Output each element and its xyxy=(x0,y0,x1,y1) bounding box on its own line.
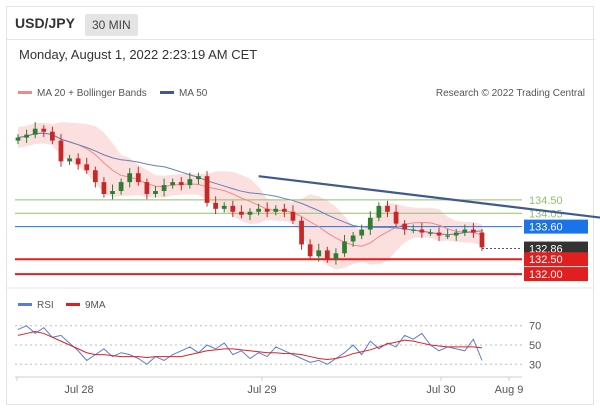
candle-body xyxy=(41,128,47,132)
candle-body xyxy=(445,235,450,237)
rsi-tick-label: 30 xyxy=(529,359,541,371)
candle-body xyxy=(282,208,287,212)
candle-body xyxy=(471,229,476,233)
candle-body xyxy=(58,140,64,162)
candle-body xyxy=(101,182,107,194)
candle-body xyxy=(196,176,201,180)
legend-swatch-ma50 xyxy=(160,91,174,94)
candle-body xyxy=(350,235,356,242)
candle-body xyxy=(221,205,227,209)
candle-body xyxy=(367,217,373,230)
candle-body xyxy=(256,208,261,212)
legend-label-ma50: MA 50 xyxy=(179,88,208,99)
legend-label-ma20: MA 20 + Bollinger Bands xyxy=(37,88,147,99)
legend-label-rsi: RSI xyxy=(37,300,54,311)
candle-body xyxy=(410,229,416,231)
level-tag-pivot xyxy=(524,219,588,234)
time-axis-label: Jul 29 xyxy=(247,384,276,396)
candle-body xyxy=(359,229,365,236)
candle-body xyxy=(453,232,459,236)
bollinger-bands xyxy=(18,122,482,270)
candle-body xyxy=(32,128,38,135)
candle-body xyxy=(290,211,296,221)
level-label-support: 132.00 xyxy=(529,269,563,281)
candle-body xyxy=(24,134,29,138)
symbol-title: USD/JPY xyxy=(15,15,75,31)
candle-body xyxy=(92,170,98,183)
candle-body xyxy=(118,182,124,192)
credit-text: Research © 2022 Trading Central xyxy=(436,88,585,99)
time-axis-labels: Jul 28 Jul 29 Jul 30 Aug 9 xyxy=(16,377,524,396)
candle-body xyxy=(178,182,184,186)
level-label-pivot: 133.60 xyxy=(529,222,563,234)
candle-body xyxy=(67,158,72,162)
trendline xyxy=(258,175,600,219)
candle-body xyxy=(333,253,339,260)
candle-body xyxy=(15,137,21,141)
legend-label-9ma: 9MA xyxy=(85,300,106,311)
candle-body xyxy=(462,229,468,233)
candle-body xyxy=(436,232,442,236)
candle-body xyxy=(316,250,322,257)
candle-body xyxy=(419,229,425,233)
time-axis-label: Jul 30 xyxy=(426,384,455,396)
rsi-ma-line xyxy=(17,330,483,360)
timestamp: Monday, August 1, 2022 2:23:19 AM CET xyxy=(19,47,258,62)
candle-body xyxy=(479,232,485,248)
rsi-tick-label: 50 xyxy=(529,340,541,352)
candle-body xyxy=(110,191,115,194)
level-label-support: 132.50 xyxy=(529,254,563,266)
candle-body xyxy=(402,223,408,230)
candle-body xyxy=(170,182,176,186)
level-tag-support xyxy=(524,267,588,282)
interval-badge[interactable]: 30 MIN xyxy=(85,14,138,36)
legend-swatch-rsi xyxy=(18,303,32,306)
candle-body xyxy=(230,205,236,212)
level-label-resistance: 134.50 xyxy=(529,195,563,207)
candle-body xyxy=(273,208,279,212)
rsi-plot: 70 50 30 xyxy=(15,321,541,371)
candle-body xyxy=(393,211,399,224)
rsi-tick-label: 70 xyxy=(529,321,541,333)
candle-body xyxy=(299,220,304,245)
candle-body xyxy=(127,173,133,183)
candle-body xyxy=(75,158,81,165)
time-axis-label: Aug 9 xyxy=(495,384,524,396)
chart-header: USD/JPY 30 MIN xyxy=(7,7,595,40)
candle-body xyxy=(376,205,382,218)
candle-body xyxy=(153,191,158,194)
level-tag-last xyxy=(524,241,588,256)
candle-body xyxy=(144,182,150,194)
candle-body xyxy=(135,173,141,183)
candle-body xyxy=(161,185,167,192)
candle-body xyxy=(84,164,90,171)
candle-body xyxy=(307,244,313,257)
legend-swatch-9ma xyxy=(66,303,80,306)
candle-body xyxy=(247,211,253,215)
candle-body xyxy=(50,131,55,141)
candle-body xyxy=(428,232,433,234)
candle-body xyxy=(324,250,330,260)
candle-body xyxy=(204,176,210,203)
candle-body xyxy=(187,179,193,186)
time-axis-label: Jul 28 xyxy=(64,384,93,396)
candle-body xyxy=(239,211,244,215)
level-tag-support xyxy=(524,252,588,267)
candle-body xyxy=(385,205,390,212)
candle-body xyxy=(342,241,347,254)
candle-body xyxy=(213,202,218,209)
candle-body xyxy=(264,208,270,212)
legend-swatch-ma20 xyxy=(18,91,32,94)
